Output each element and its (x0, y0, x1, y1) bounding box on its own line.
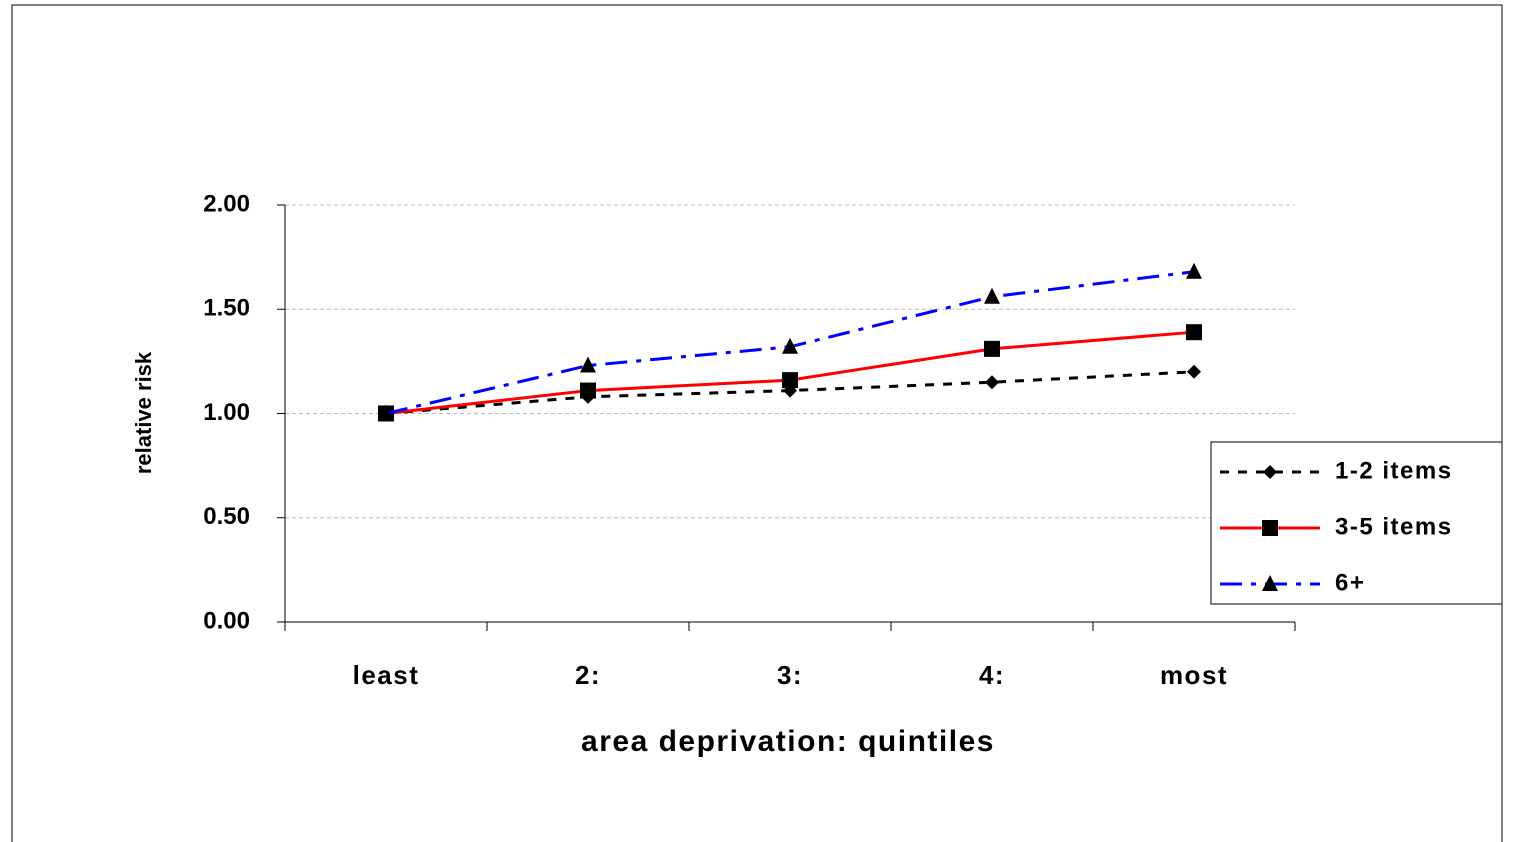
legend-box (1210, 441, 1503, 605)
legend-marker (1262, 520, 1278, 536)
y-tick-label: 2.00 (203, 190, 250, 217)
data-point (378, 404, 394, 421)
data-point (580, 356, 596, 373)
legend-label: 6+ (1335, 569, 1365, 596)
data-point (1187, 364, 1201, 379)
data-point (1186, 262, 1202, 279)
data-point (580, 382, 596, 399)
x-tick-label: least (353, 660, 420, 690)
y-axis-title: relative risk (131, 351, 156, 474)
data-point (984, 287, 1000, 304)
legend-marker (1262, 575, 1278, 591)
legend-marker (1263, 465, 1277, 479)
legend-label: 1-2 items (1335, 457, 1453, 484)
y-tick-label: 1.50 (203, 295, 250, 322)
y-tick-label: 0.00 (203, 607, 250, 634)
x-tick-label: most (1160, 660, 1228, 690)
x-axis-title: area deprivation: quintiles (581, 725, 995, 758)
x-tick-label: 4: (979, 660, 1005, 690)
y-tick-label: 0.50 (203, 503, 250, 530)
data-point (985, 375, 999, 390)
legend-label: 3-5 items (1335, 513, 1453, 540)
data-point (984, 340, 1000, 357)
data-point (782, 337, 798, 354)
y-tick-label: 1.00 (203, 399, 250, 426)
chart-frame (11, 4, 1503, 842)
x-tick-label: 3: (777, 660, 803, 690)
data-point (1186, 324, 1202, 341)
data-point (782, 372, 798, 389)
x-tick-label: 2: (575, 660, 601, 690)
